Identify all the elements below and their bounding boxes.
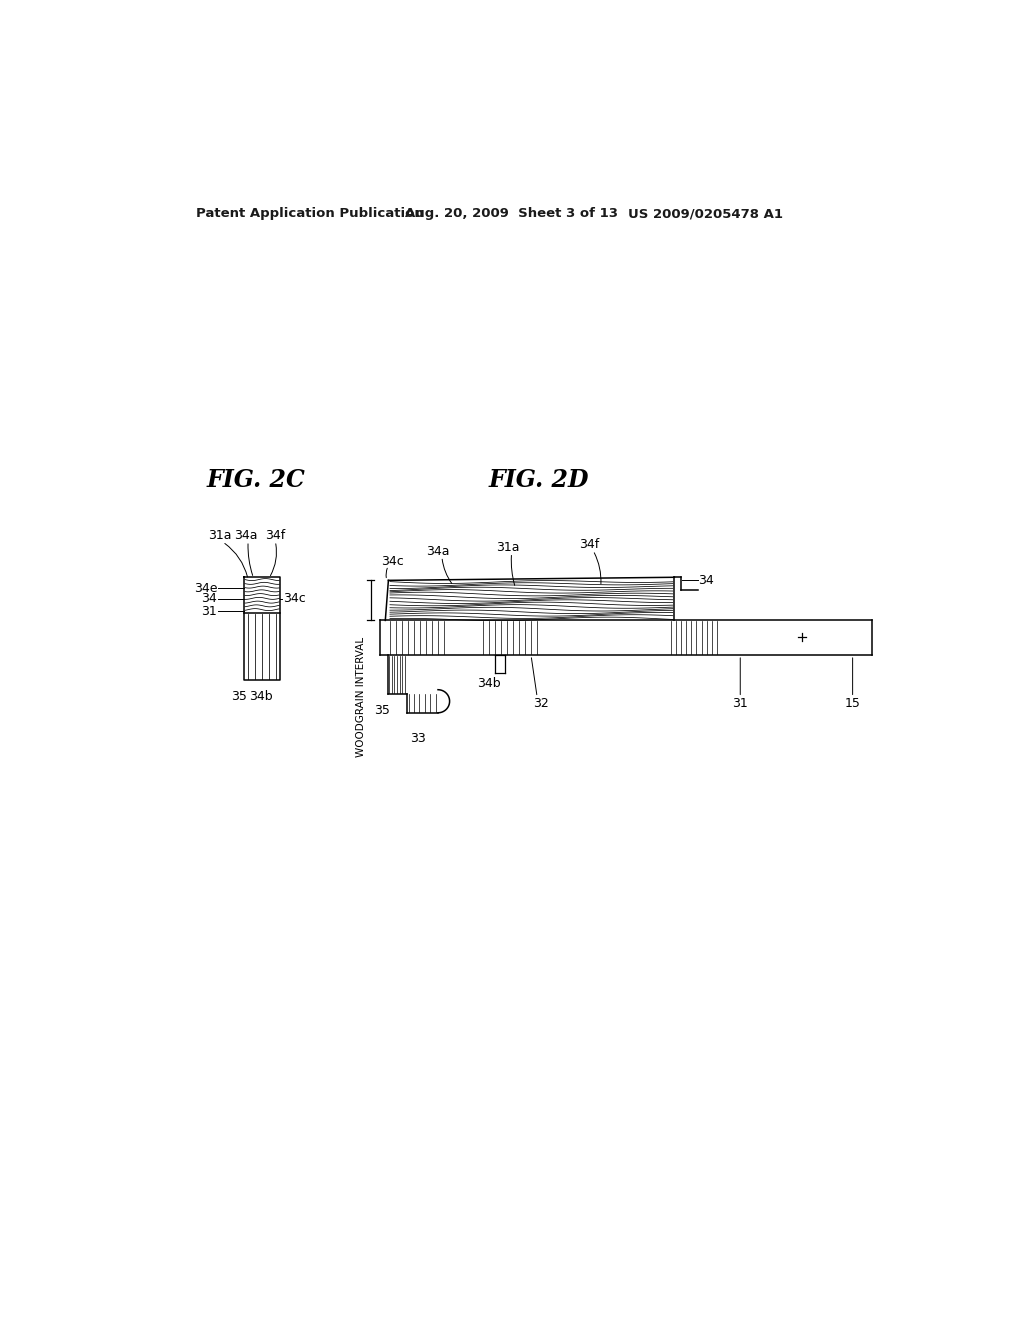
Text: WOODGRAIN INTERVAL: WOODGRAIN INTERVAL (355, 638, 366, 758)
Text: 34: 34 (202, 593, 217, 606)
Text: 35: 35 (230, 689, 247, 702)
Text: Patent Application Publication: Patent Application Publication (197, 207, 424, 220)
Text: 34a: 34a (234, 529, 258, 543)
Text: US 2009/0205478 A1: US 2009/0205478 A1 (628, 207, 783, 220)
Text: 35: 35 (374, 704, 390, 717)
Text: 34c: 34c (283, 593, 306, 606)
Text: 31: 31 (202, 605, 217, 618)
Text: 34e: 34e (194, 582, 217, 594)
Text: FIG. 2C: FIG. 2C (207, 469, 305, 492)
Text: FIG. 2D: FIG. 2D (488, 469, 589, 492)
Text: 33: 33 (410, 733, 426, 744)
Text: 34c: 34c (381, 554, 404, 568)
Text: 32: 32 (534, 697, 549, 710)
Text: Aug. 20, 2009  Sheet 3 of 13: Aug. 20, 2009 Sheet 3 of 13 (406, 207, 618, 220)
Text: 31a: 31a (496, 541, 519, 554)
Text: 34f: 34f (265, 529, 286, 543)
Text: 34a: 34a (426, 545, 450, 557)
Text: 34f: 34f (579, 539, 599, 552)
Text: 31: 31 (732, 697, 749, 710)
Text: 34b: 34b (250, 689, 273, 702)
Text: 34b: 34b (477, 677, 501, 689)
Text: 31a: 31a (208, 529, 231, 543)
Text: 15: 15 (845, 697, 860, 710)
Text: 34: 34 (698, 574, 714, 587)
